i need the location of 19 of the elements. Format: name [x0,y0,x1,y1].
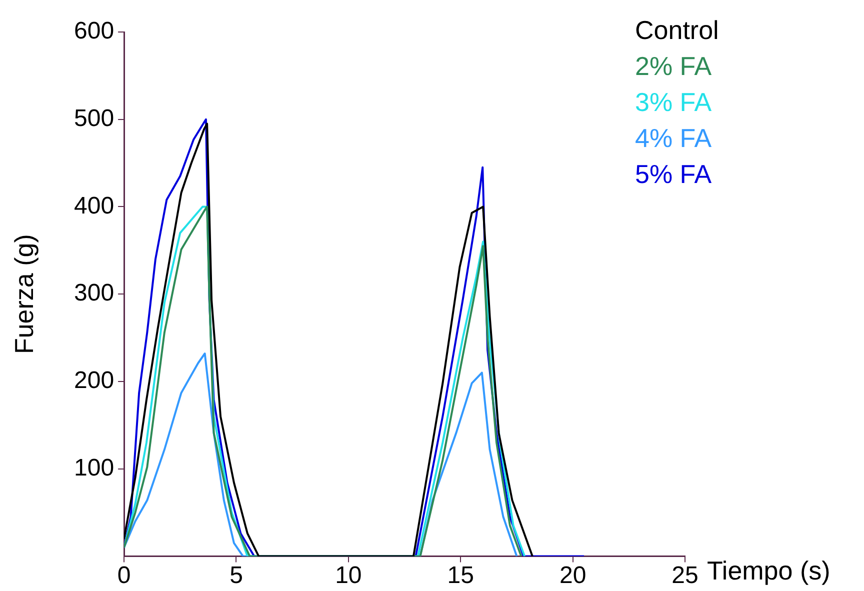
text: 5% FA [635,159,712,190]
text: 2% FA [635,51,712,82]
text: 4% FA [635,123,712,154]
x-axis-title: Tiempo (s) [707,555,830,586]
y-tick-label: 200 [74,367,114,394]
x-tick-label: 10 [335,562,362,590]
y-tick-label: 300 [74,280,114,307]
x-tick-label: 15 [447,562,474,590]
y-tick-label: 100 [74,454,114,482]
y-axis-title: Fuerza (g) [9,234,40,354]
text: Control [635,15,719,46]
y-tick-label: 600 [74,18,114,45]
x-tick-label: 20 [559,562,586,590]
x-tick-label: 25 [672,562,698,590]
x-tick-label: 5 [230,562,243,590]
x-tick-label: 0 [117,562,131,590]
text: 3% FA [635,87,712,118]
y-tick-label: 400 [74,192,114,220]
y-tick-label: 500 [74,104,114,132]
